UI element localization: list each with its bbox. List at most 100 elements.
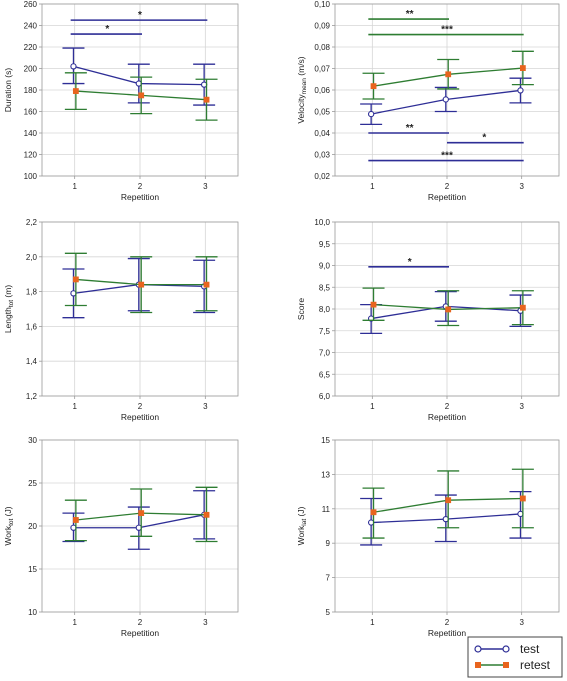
- data-point-retest: [138, 281, 145, 288]
- x-axis-label: Repetition: [428, 192, 467, 202]
- chart-score: 6,0 6,5 7,0 7,5 8,0 8,5 9,0 9,5 10,0 1 2 3 Repetitio…: [296, 218, 560, 422]
- data-point-retest: [72, 517, 79, 523]
- x-tick-label: 3: [519, 182, 524, 191]
- legend: test retest: [467, 636, 563, 678]
- y-tick-label: 0,10: [314, 0, 330, 9]
- data-point-retest: [203, 96, 210, 103]
- y-tick-label: 0,03: [314, 151, 330, 160]
- y-label-unit: (J): [296, 506, 306, 518]
- data-point-retest: [370, 83, 377, 90]
- x-axis-label: Repetition: [428, 628, 467, 638]
- y-label-main: Work: [3, 525, 13, 545]
- legend-marker-retest: [503, 662, 509, 668]
- y-label-unit: (J): [3, 506, 13, 518]
- y-tick-label: 25: [28, 479, 37, 488]
- chart-velocity: 0,02 0,03 0,04 0,05 0,06 0,07 0,08 0,09 0,10 1 2 3 R…: [296, 0, 560, 202]
- y-tick-label: 0,06: [314, 86, 330, 95]
- x-tick-label: 1: [370, 182, 375, 191]
- y-tick-label: 1,6: [26, 322, 38, 331]
- chart-duration: 100 120 140 160 180 200 220 240 260 1 2 3 Repetition…: [3, 0, 239, 202]
- y-axis-label: Duration (s): [3, 68, 13, 113]
- y-label-sub: tot: [8, 518, 15, 525]
- x-axis-label: Repetition: [121, 192, 160, 202]
- y-tick-label: 180: [24, 86, 38, 95]
- significance-label: ***: [441, 25, 453, 36]
- y-tick-label: 100: [24, 172, 38, 181]
- y-tick-label: 200: [24, 65, 38, 74]
- y-label-main: Work: [296, 525, 306, 545]
- x-tick-label: 3: [519, 402, 524, 411]
- data-point-test: [70, 63, 77, 70]
- x-axis-label: Repetition: [121, 412, 160, 422]
- x-tick-label: 3: [519, 618, 524, 627]
- y-tick-label: 6,0: [319, 392, 331, 401]
- data-point-retest: [519, 495, 526, 502]
- y-label-sub: tot: [8, 300, 15, 307]
- legend-label-retest: retest: [520, 658, 551, 672]
- y-tick-label: 15: [321, 436, 330, 445]
- y-label-unit: (s): [3, 68, 13, 80]
- data-point-retest: [72, 276, 79, 283]
- y-tick-label: 220: [24, 43, 38, 52]
- legend-marker-retest: [475, 662, 481, 668]
- legend-marker-test: [502, 645, 510, 653]
- y-tick-label: 8,5: [319, 283, 331, 292]
- y-tick-label: 6,5: [319, 370, 331, 379]
- significance-label: *: [138, 10, 142, 21]
- y-tick-label: 7,5: [319, 327, 331, 336]
- y-tick-label: 1,4: [26, 357, 38, 366]
- y-tick-label: 11: [322, 505, 331, 514]
- data-point-retest: [445, 306, 452, 313]
- chart-worktot: 10 15 20 25 30 1 2 3 Repetition Worktot (J): [3, 436, 239, 638]
- y-tick-label: 9,5: [319, 240, 331, 249]
- data-point-retest: [138, 92, 145, 99]
- y-label-unit: (m): [3, 285, 13, 300]
- y-tick-label: 20: [28, 522, 37, 531]
- y-label-main: Length: [3, 307, 13, 333]
- y-tick-label: 2,0: [26, 253, 38, 262]
- y-tick-label: 0,02: [314, 172, 330, 181]
- y-axis-label: Score: [296, 298, 306, 320]
- y-tick-label: 1,8: [26, 288, 38, 297]
- chart-worklat: 5 7 9 11 13 15 1 2 3 Repetition Worklat (J): [296, 436, 560, 638]
- x-tick-label: 2: [138, 402, 143, 411]
- y-tick-label: 8,0: [319, 305, 331, 314]
- data-point-retest: [519, 65, 526, 71]
- x-axis-label: Repetition: [428, 412, 467, 422]
- significance-label: *: [105, 24, 109, 35]
- chart-length: 1,2 1,4 1,6 1,8 2,0 2,2 1 2 3 Repetition Lengthtot…: [3, 218, 239, 422]
- y-tick-label: 240: [24, 22, 38, 31]
- y-label-sub: lat: [301, 519, 308, 526]
- y-label-main: Score: [296, 298, 306, 320]
- y-label-main: Duration: [3, 80, 13, 112]
- data-point-retest: [370, 509, 377, 516]
- significance-label: *: [482, 133, 486, 144]
- y-tick-label: 160: [24, 108, 38, 117]
- significance-label: **: [406, 9, 414, 20]
- y-label-main: Velocity: [296, 94, 306, 124]
- y-axis-label: Lengthtot (m): [3, 285, 15, 334]
- x-tick-label: 1: [370, 402, 375, 411]
- x-tick-label: 3: [203, 618, 208, 627]
- data-point-test: [367, 110, 375, 118]
- y-tick-label: 10: [28, 608, 37, 617]
- x-tick-label: 1: [72, 618, 77, 627]
- data-point-retest: [445, 497, 452, 504]
- y-tick-label: 140: [24, 129, 38, 138]
- y-label-unit: (m/s): [296, 56, 306, 78]
- y-tick-label: 2,2: [26, 218, 38, 227]
- x-tick-label: 2: [445, 182, 450, 191]
- data-point-retest: [519, 304, 526, 311]
- x-axis-label: Repetition: [121, 628, 160, 638]
- y-axis-label: Worktot (J): [3, 506, 15, 545]
- y-label-sub: mean: [301, 78, 308, 95]
- x-tick-label: 3: [203, 402, 208, 411]
- x-tick-label: 2: [138, 618, 143, 627]
- y-tick-label: 9: [326, 539, 331, 548]
- y-tick-label: 5: [326, 608, 331, 617]
- data-point-retest: [203, 281, 210, 288]
- legend-marker-test: [474, 645, 482, 653]
- x-tick-label: 2: [138, 182, 143, 191]
- y-tick-label: 7: [326, 574, 331, 583]
